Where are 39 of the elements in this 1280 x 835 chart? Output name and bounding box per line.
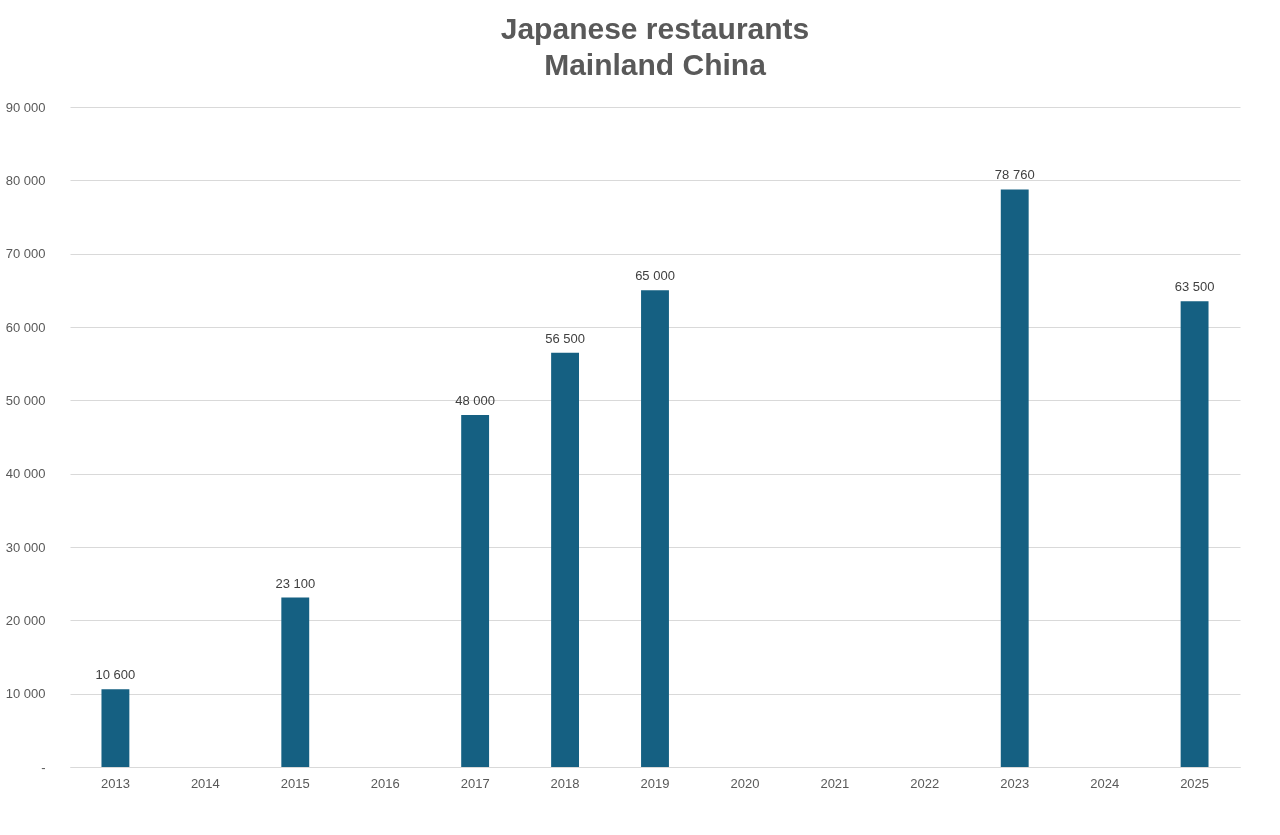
- x-tick-label: 2021: [820, 775, 850, 791]
- data-label: 65 000: [635, 268, 675, 284]
- y-tick-label: 80 000: [5, 172, 46, 188]
- x-tick-label: 2016: [370, 775, 400, 791]
- bar: [1000, 189, 1029, 767]
- data-label: 48 000: [455, 393, 496, 408]
- y-tick-label: 60 000: [5, 319, 46, 335]
- y-tick-label: 30 000: [5, 539, 46, 555]
- data-label: 56 500: [545, 330, 585, 346]
- y-tick-label: 10 000: [5, 686, 46, 702]
- y-tick-label: 50 000: [5, 392, 46, 408]
- bar: [281, 597, 310, 767]
- y-tick-label: 20 000: [5, 612, 46, 628]
- x-tick-label: 2013: [100, 775, 130, 791]
- bar: [101, 689, 130, 767]
- bar: [1180, 301, 1209, 767]
- data-label: 63 500: [1174, 279, 1215, 295]
- x-tick-label: 2019: [640, 775, 670, 791]
- x-tick-label: 2017: [460, 775, 490, 791]
- x-tick-label: 2024: [1090, 775, 1120, 791]
- y-tick-label: 90 000: [5, 99, 46, 115]
- data-label: 23 100: [275, 575, 316, 591]
- chart-title: Japanese restaurants: [500, 12, 810, 45]
- y-tick-label: 40 000: [5, 466, 46, 482]
- x-tick-label: 2020: [730, 775, 760, 791]
- x-tick-label: 2015: [280, 775, 310, 791]
- bar: [461, 415, 490, 767]
- x-tick-label: 2014: [190, 775, 220, 791]
- bar: [641, 290, 669, 767]
- data-label: 78 760: [994, 167, 1035, 183]
- y-tick-label: 70 000: [5, 246, 46, 262]
- chart-subtitle: Mainland China: [544, 48, 767, 81]
- x-tick-label: 2025: [1180, 775, 1210, 791]
- bar: [551, 352, 580, 767]
- data-label: 10 600: [95, 667, 136, 683]
- y-tick-label: -: [41, 759, 46, 775]
- x-tick-label: 2022: [910, 775, 940, 791]
- x-tick-label: 2018: [550, 775, 580, 791]
- x-tick-label: 2023: [1000, 775, 1030, 791]
